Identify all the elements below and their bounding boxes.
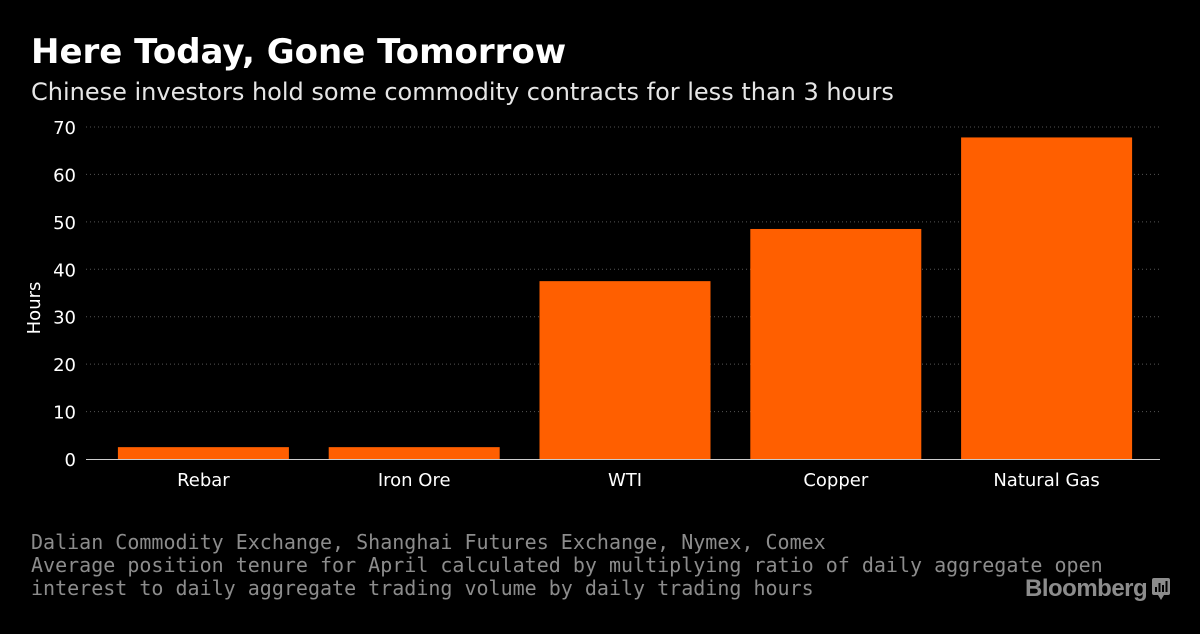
x-tick-label: WTI (608, 470, 642, 491)
y-tick-label: 50 (53, 213, 76, 234)
bar-copper (750, 228, 922, 459)
x-tick-label: Natural Gas (993, 470, 1099, 491)
y-tick-label: 70 (53, 118, 76, 139)
footnote-line: interest to daily aggregate trading volu… (31, 576, 814, 600)
bar-wti (539, 281, 711, 459)
x-axis-ticks: Rebar Iron Ore WTI Copper Natural Gas (177, 470, 1100, 491)
x-tick-label: Copper (803, 470, 869, 491)
y-tick-label: 60 (53, 165, 76, 186)
y-axis-ticks: 0 10 20 30 40 50 60 70 (53, 118, 76, 471)
chart-subtitle: Chinese investors hold some commodity co… (31, 78, 894, 106)
source-line: Dalian Commodity Exchange, Shanghai Futu… (31, 530, 826, 554)
bar-natural-gas (961, 137, 1133, 460)
bar-iron-ore (328, 447, 500, 459)
y-tick-label: 30 (53, 308, 76, 329)
y-tick-label: 10 (53, 403, 76, 424)
y-tick-label: 0 (65, 450, 76, 471)
bars (117, 137, 1133, 460)
x-tick-label: Rebar (177, 470, 230, 491)
footnote-line: Average position tenure for April calcul… (31, 553, 1103, 577)
brand-name: Bloomberg (1025, 575, 1148, 602)
bloomberg-logo: Bloomberg (1025, 574, 1171, 604)
y-axis-label: Hours (24, 282, 45, 335)
x-tick-label: Iron Ore (378, 470, 451, 491)
y-tick-label: 40 (53, 260, 76, 281)
chart-title: Here Today, Gone Tomorrow (31, 32, 567, 72)
y-tick-label: 20 (53, 355, 76, 376)
source-note: Dalian Commodity Exchange, Shanghai Futu… (31, 531, 1103, 600)
bloomberg-terminal-icon (1152, 578, 1171, 600)
bar-rebar (117, 447, 289, 459)
